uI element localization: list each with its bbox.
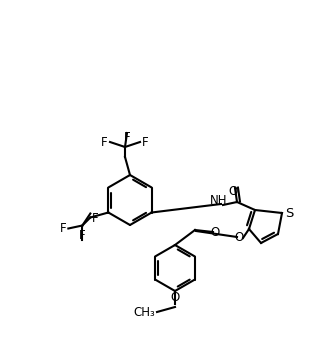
Text: CH₃: CH₃ xyxy=(133,306,155,319)
Text: F: F xyxy=(79,228,86,242)
Text: F: F xyxy=(92,211,99,225)
Text: S: S xyxy=(285,207,294,219)
Text: O: O xyxy=(211,226,220,238)
Text: F: F xyxy=(124,131,130,144)
Text: O: O xyxy=(234,230,244,244)
Text: NH: NH xyxy=(210,194,228,207)
Text: O: O xyxy=(228,185,238,198)
Text: F: F xyxy=(142,136,149,148)
Text: F: F xyxy=(101,136,108,148)
Text: F: F xyxy=(60,222,66,235)
Text: O: O xyxy=(170,291,180,304)
